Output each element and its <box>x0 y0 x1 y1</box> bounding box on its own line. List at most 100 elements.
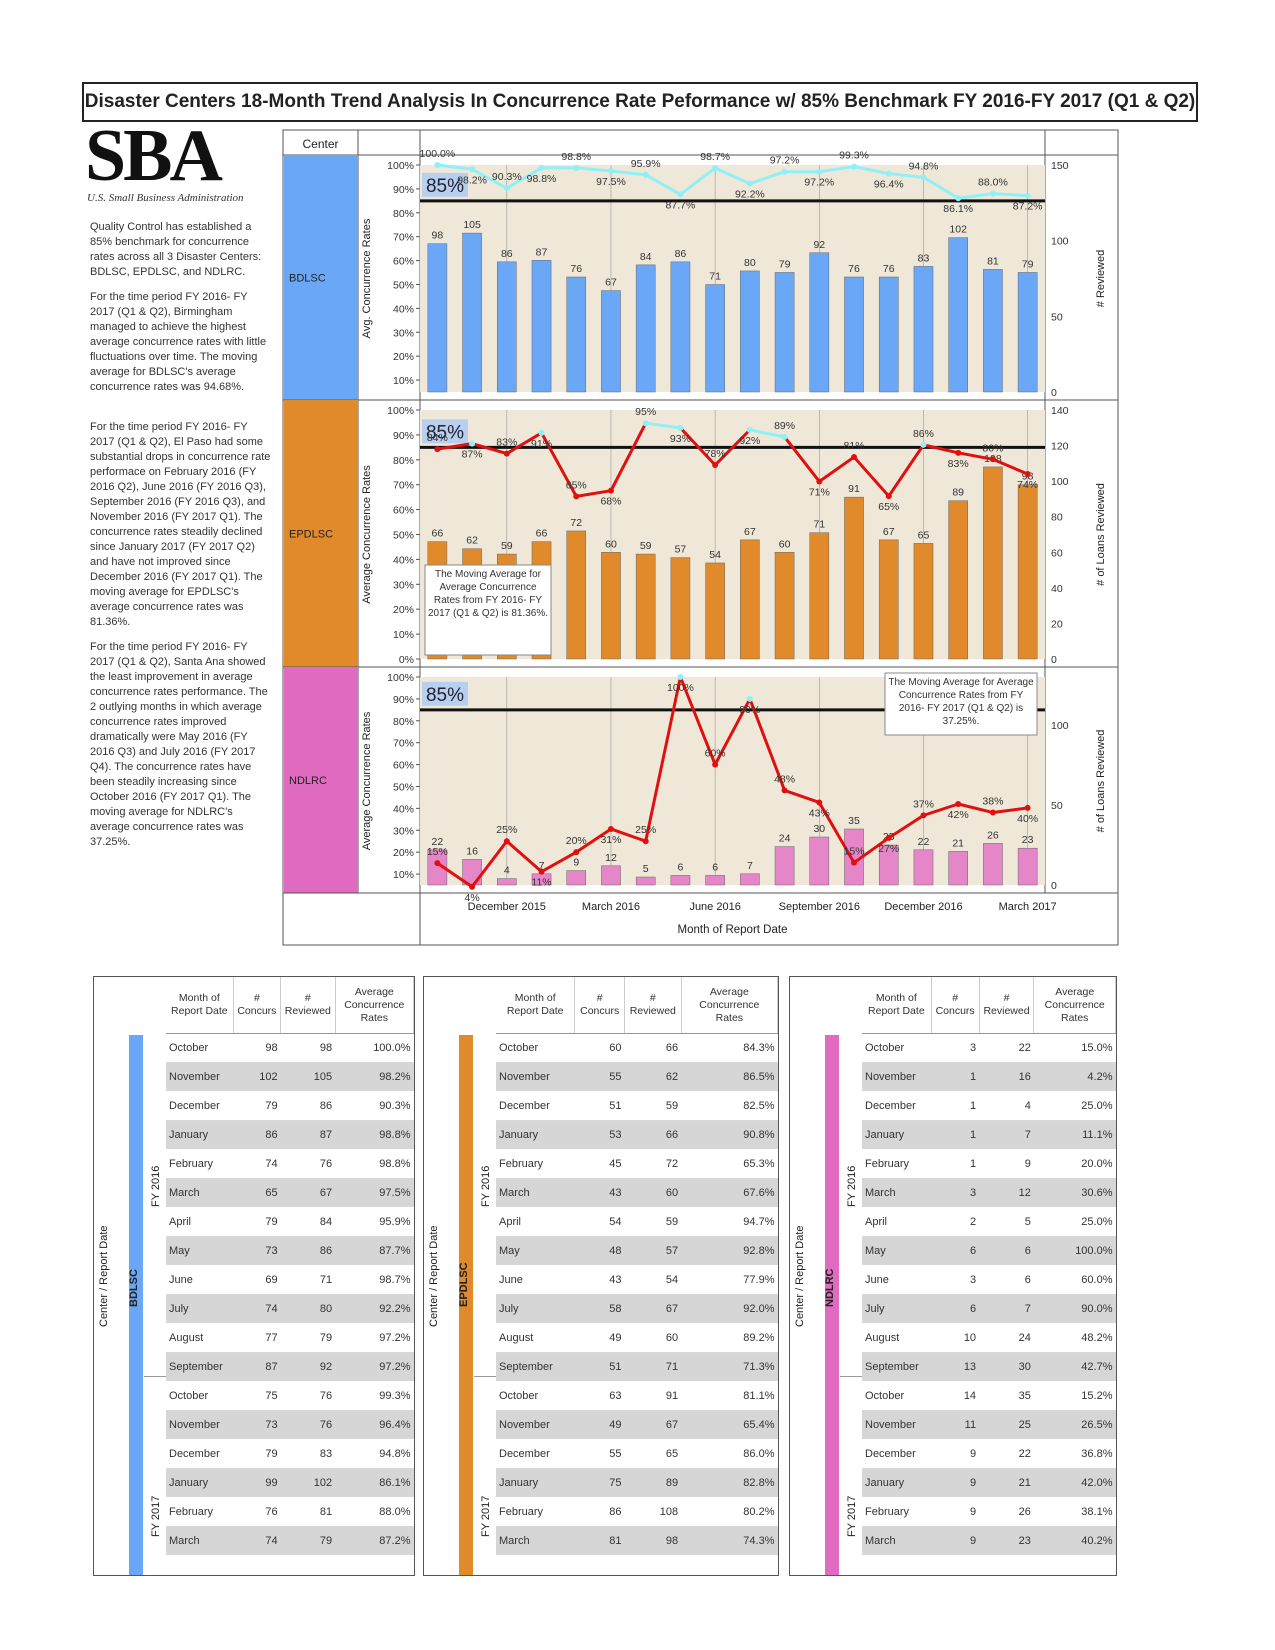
y-tick-epdlsc: 60% <box>393 505 414 517</box>
rate-segment-ndlrc <box>887 813 925 840</box>
rate-point-bdlsc <box>955 195 962 202</box>
table-row: March 3 12 30.6% <box>862 1178 1116 1208</box>
cell-concurs: 9 <box>931 1497 980 1527</box>
cell-month: June <box>862 1265 932 1295</box>
y-tick-epdlsc: 10% <box>393 629 414 641</box>
cell-reviewed: 59 <box>624 1207 682 1237</box>
rate-point-ndlrc <box>920 812 927 819</box>
rate-point-epdlsc <box>885 493 892 500</box>
cell-month: February <box>862 1497 932 1527</box>
y-tick-bdlsc: 20% <box>393 351 414 363</box>
rate-point-epdlsc <box>573 493 580 500</box>
fy2017-label: FY 2017 <box>846 1495 858 1537</box>
cell-rate: 100.0% <box>1033 1236 1116 1266</box>
bar-label-ndlrc: 6 <box>677 861 683 873</box>
side-label: Center / Report Date <box>98 1225 110 1328</box>
cell-month: March <box>496 1526 575 1556</box>
rate-label-ndlrc: 90% <box>739 704 760 716</box>
x-tick: September 2016 <box>779 901 860 913</box>
y-tick-epdlsc: 50% <box>393 530 414 542</box>
cell-rate: 25.0% <box>1033 1207 1116 1237</box>
cell-month: February <box>496 1497 575 1527</box>
data-table-bdlsc: Month of Report Date # Concurs # Reviewed A… <box>166 977 415 1556</box>
cell-rate: 94.7% <box>681 1207 778 1237</box>
cell-reviewed: 7 <box>979 1120 1034 1150</box>
center-header: Center <box>302 137 338 151</box>
cell-month: February <box>862 1149 932 1179</box>
rate-label-epdlsc: 80% <box>982 442 1003 454</box>
cell-month: November <box>496 1062 575 1092</box>
header-concurs: # Concurs <box>574 977 625 1034</box>
y-tick-epdlsc: 70% <box>393 480 414 492</box>
cell-concurs: 49 <box>574 1410 625 1440</box>
table-row: May 6 6 100.0% <box>862 1236 1116 1266</box>
rate-point-bdlsc <box>989 190 996 197</box>
cell-reviewed: 79 <box>280 1323 336 1353</box>
table-row: February 86 108 80.2% <box>496 1497 778 1527</box>
rate-segment-epdlsc <box>921 443 960 455</box>
cell-concurs: 98 <box>233 1033 281 1063</box>
cell-rate: 65.4% <box>681 1410 778 1440</box>
cell-month: November <box>862 1062 932 1092</box>
cell-reviewed: 62 <box>624 1062 682 1092</box>
bar-ndlrc <box>878 844 899 886</box>
bar-bdlsc <box>878 276 899 393</box>
fy-divider <box>840 1376 862 1377</box>
cell-rate: 80.2% <box>681 1497 778 1527</box>
rate-segment-bdlsc <box>678 166 717 196</box>
cell-reviewed: 54 <box>624 1265 682 1295</box>
cell-month: August <box>862 1323 932 1353</box>
bar-label-epdlsc: 66 <box>536 528 548 540</box>
rate-segment-bdlsc <box>817 165 856 174</box>
rate-label-epdlsc: 68% <box>600 496 621 508</box>
rate-segment-ndlrc <box>678 675 717 767</box>
rate-point-bdlsc <box>712 165 719 172</box>
cell-reviewed: 7 <box>979 1294 1034 1324</box>
table-row: December 55 65 86.0% <box>496 1439 778 1469</box>
cell-concurs: 3 <box>931 1265 980 1295</box>
cell-month: July <box>496 1294 575 1324</box>
cell-reviewed: 91 <box>624 1381 682 1411</box>
data-table-epdlsc: Month of Report Date # Concurs # Reviewed A… <box>496 977 779 1556</box>
rate-point-bdlsc <box>851 163 858 170</box>
cell-rate: 92.2% <box>335 1294 414 1324</box>
bar-bdlsc <box>809 252 830 393</box>
table-row: October 14 35 15.2% <box>862 1381 1116 1411</box>
cell-month: October <box>862 1381 932 1411</box>
cell-reviewed: 83 <box>280 1439 336 1469</box>
rate-label-bdlsc: 100.0% <box>420 148 456 160</box>
bar-label-bdlsc: 81 <box>987 255 999 267</box>
header-avg: Average Concurrence Rates <box>681 977 779 1034</box>
rate-segment-epdlsc <box>540 431 578 498</box>
y-tick-epdlsc: 30% <box>393 579 414 591</box>
rate-label-ndlrc: 11% <box>531 877 551 889</box>
bar-ndlrc <box>740 873 760 886</box>
cell-concurs: 9 <box>931 1526 980 1556</box>
table-row: February 1 9 20.0% <box>862 1149 1116 1179</box>
cell-month: March <box>166 1526 234 1556</box>
rate-label-bdlsc: 88.0% <box>978 177 1008 189</box>
cell-concurs: 74 <box>233 1294 281 1324</box>
cell-month: December <box>862 1091 932 1121</box>
cell-month: December <box>166 1091 234 1121</box>
bar-ndlrc <box>983 843 1003 886</box>
cell-rate: 90.3% <box>335 1091 414 1121</box>
table-row: September 87 92 97.2% <box>166 1352 414 1382</box>
rate-point-epdlsc <box>607 487 614 494</box>
cell-month: March <box>862 1526 932 1556</box>
cell-concurs: 74 <box>233 1526 281 1556</box>
cell-rate: 94.8% <box>335 1439 414 1469</box>
rate-segment-ndlrc <box>817 800 856 865</box>
bar-bdlsc <box>740 270 760 393</box>
logo-subtitle: U.S. Small Business Administration <box>87 192 244 204</box>
bar-bdlsc <box>531 260 552 393</box>
cell-concurs: 76 <box>233 1497 281 1527</box>
cell-concurs: 3 <box>931 1178 980 1208</box>
right-tick-ndlrc: 100 <box>1051 720 1069 732</box>
table-row: March 9 23 40.2% <box>862 1526 1116 1556</box>
table-row: December 79 83 94.8% <box>166 1439 414 1469</box>
cell-concurs: 63 <box>574 1381 625 1411</box>
rate-segment-bdlsc <box>470 167 509 190</box>
rate-point-bdlsc <box>677 191 684 198</box>
cell-month: June <box>166 1265 234 1295</box>
